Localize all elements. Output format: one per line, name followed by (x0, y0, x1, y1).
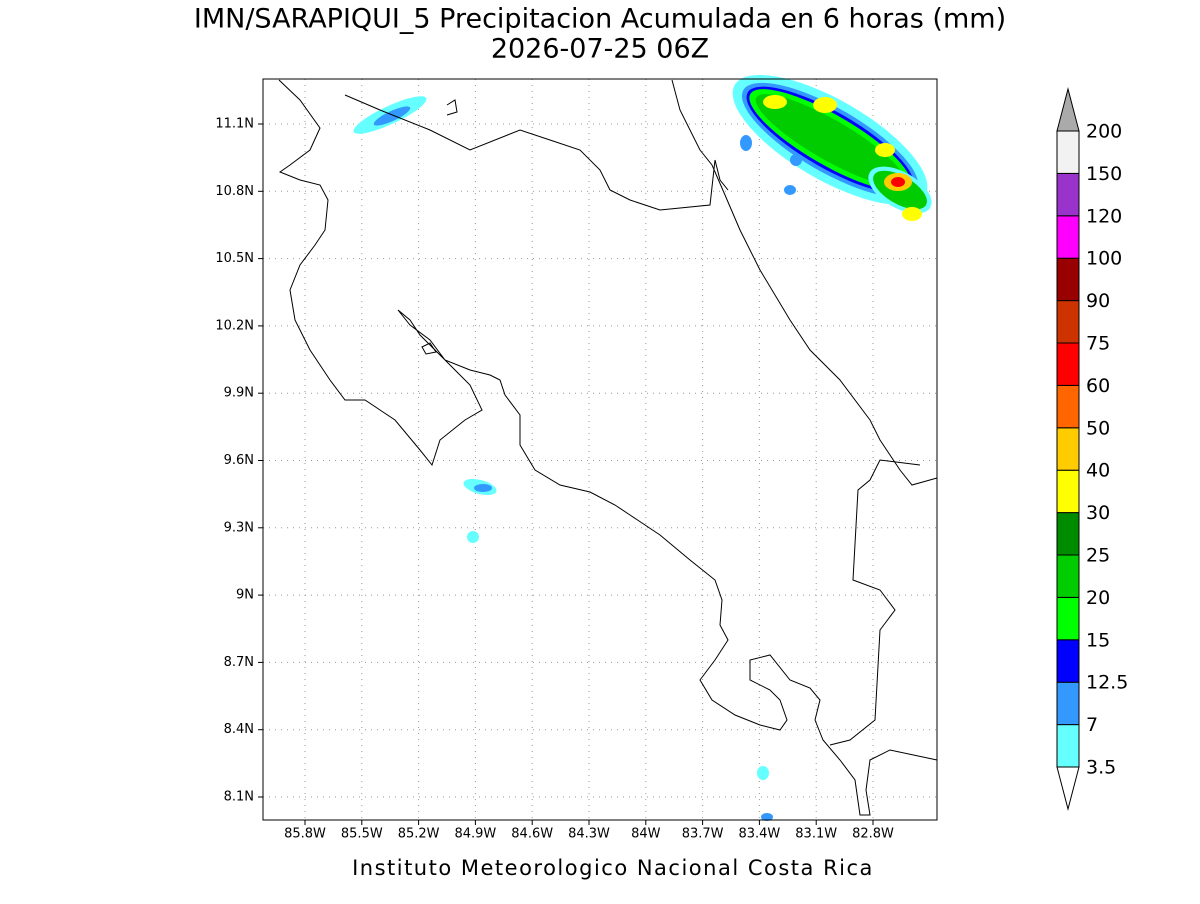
colorbar-label: 30 (1086, 502, 1110, 524)
colorbar-box (1056, 172, 1080, 217)
colorbar-box (1056, 554, 1080, 598)
grid: 11.1N 10.8N 10.5N 10.2N 9.9N 9.6N 9.3N 9N 8.7N 8.… (215, 79, 937, 842)
colorbar-label: 75 (1086, 333, 1110, 355)
lon-label: 83.1W (795, 827, 837, 842)
colorbar-label: 20 (1086, 587, 1110, 609)
colorbar-box (1056, 130, 1080, 174)
lat-label: 11.1N (215, 117, 254, 132)
lon-label: 85.2W (398, 827, 440, 842)
lat-label: 8.7N (224, 655, 254, 670)
subtitle: 2026-07-25 06Z (491, 34, 709, 65)
lat-label: 9.3N (224, 520, 254, 535)
colorbar-over (1056, 87, 1080, 132)
colorbar-label: 90 (1086, 290, 1110, 312)
colorbar-label: 120 (1086, 205, 1122, 227)
colorbar-label: 60 (1086, 375, 1110, 397)
colorbar-label: 7 (1086, 714, 1098, 736)
lat-label: 8.4N (224, 722, 254, 737)
colorbar-box (1056, 681, 1080, 726)
colorbar-box (1056, 427, 1080, 471)
lon-label: 84.6W (511, 827, 553, 842)
colorbar-label: 15 (1086, 629, 1110, 651)
map-frame (262, 78, 938, 821)
colorbar-box (1056, 384, 1080, 429)
lat-label: 9.9N (224, 386, 254, 401)
credit: Instituto Meteorologico Nacional Costa R… (352, 856, 874, 880)
precipitation (353, 75, 932, 821)
lon-label: 83.7W (682, 827, 724, 842)
colorbar-box (1056, 724, 1080, 768)
colorbar-box (1056, 342, 1080, 386)
colorbar-label: 40 (1086, 460, 1110, 482)
lon-label: 85.5W (341, 827, 383, 842)
colorbar-box (1056, 639, 1080, 683)
colorbar: 3.5 7 12.5 15 20 25 30 40 50 60 75 90 100 120 150 200 (1056, 87, 1128, 811)
lat-label: 9N (236, 588, 254, 603)
lon-label: 83.4W (738, 827, 780, 842)
colorbar-under (1056, 766, 1080, 811)
colorbar-box (1056, 512, 1080, 556)
lon-label: 82.8W (852, 827, 894, 842)
colorbar-label: 3.5 (1086, 757, 1116, 779)
colorbar-box (1056, 469, 1080, 514)
lon-label: 84.3W (568, 827, 610, 842)
title: IMN/SARAPIQUI_5 Precipitacion Acumulada … (194, 4, 1006, 35)
colorbar-box (1056, 300, 1080, 344)
lat-label: 8.1N (224, 790, 254, 805)
lon-label: 84.9W (454, 827, 496, 842)
lon-label: 85.8W (284, 827, 326, 842)
coastline (278, 79, 938, 816)
colorbar-box (1056, 257, 1080, 302)
colorbar-label: 50 (1086, 417, 1110, 439)
colorbar-box (1056, 596, 1080, 641)
colorbar-label: 25 (1086, 545, 1110, 567)
lat-label: 10.2N (215, 318, 254, 333)
lat-label: 10.5N (215, 251, 254, 266)
colorbar-box (1056, 215, 1080, 259)
colorbar-label: 100 (1086, 248, 1122, 270)
colorbar-label: 200 (1086, 121, 1122, 143)
lat-label: 10.8N (215, 184, 254, 199)
lat-label: 9.6N (224, 453, 254, 468)
colorbar-label: 12.5 (1086, 672, 1128, 694)
lon-label: 84W (631, 827, 661, 842)
colorbar-label: 150 (1086, 163, 1122, 185)
